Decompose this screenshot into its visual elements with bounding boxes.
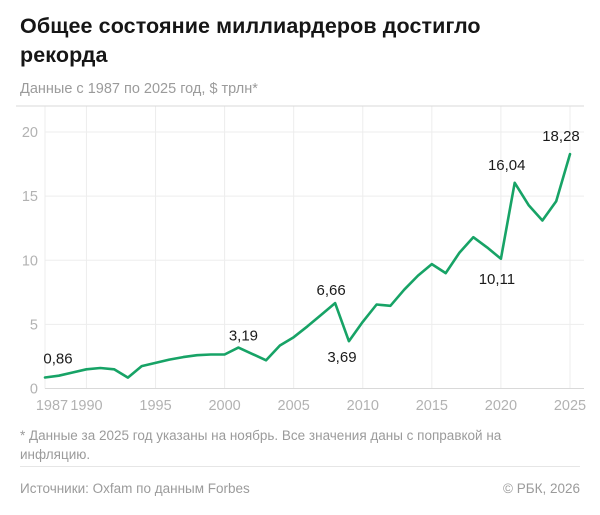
footer-divider [20, 466, 580, 467]
footer: Источники: Oxfam по данным Forbes © РБК,… [20, 481, 580, 496]
data-point-label: 16,04 [488, 157, 526, 174]
x-axis-tick-label: 2015 [416, 398, 448, 414]
sources-label: Источники: Oxfam по данным Forbes [20, 481, 250, 496]
y-axis-tick-label: 5 [30, 317, 38, 333]
x-axis-tick-label: 2025 [554, 398, 586, 414]
page-title: Общее состояние миллиардеров достигло ре… [20, 14, 481, 67]
x-axis-tick-label: 2005 [278, 398, 310, 414]
copyright-label: © РБК, 2026 [503, 481, 580, 496]
y-axis-tick-label: 20 [22, 125, 38, 141]
y-axis-tick-label: 15 [22, 189, 38, 205]
data-point-label: 0,86 [43, 350, 72, 367]
x-axis-tick-label: 2000 [208, 398, 240, 414]
data-point-label: 3,69 [327, 349, 356, 366]
chart-subtitle: Данные с 1987 по 2025 год, $ трлн* [20, 81, 258, 97]
data-point-label: 10,11 [479, 271, 515, 288]
x-axis-tick-label: 1995 [139, 398, 171, 414]
data-point-label: 6,66 [317, 282, 346, 299]
x-axis-tick-label: 1990 [70, 398, 102, 414]
data-point-label: 3,19 [229, 328, 258, 345]
y-axis-tick-label: 0 [30, 382, 38, 398]
billionaire-wealth-line [43, 152, 572, 379]
x-axis-tick-label: 1987 [36, 398, 68, 414]
chart-footnote: * Данные за 2025 год указаны на ноябрь. … [20, 428, 502, 462]
data-point-label: 18,28 [542, 128, 580, 145]
y-axis-tick-label: 10 [22, 253, 38, 269]
x-axis-tick-label: 2020 [485, 398, 517, 414]
x-axis-tick-label: 2010 [347, 398, 379, 414]
